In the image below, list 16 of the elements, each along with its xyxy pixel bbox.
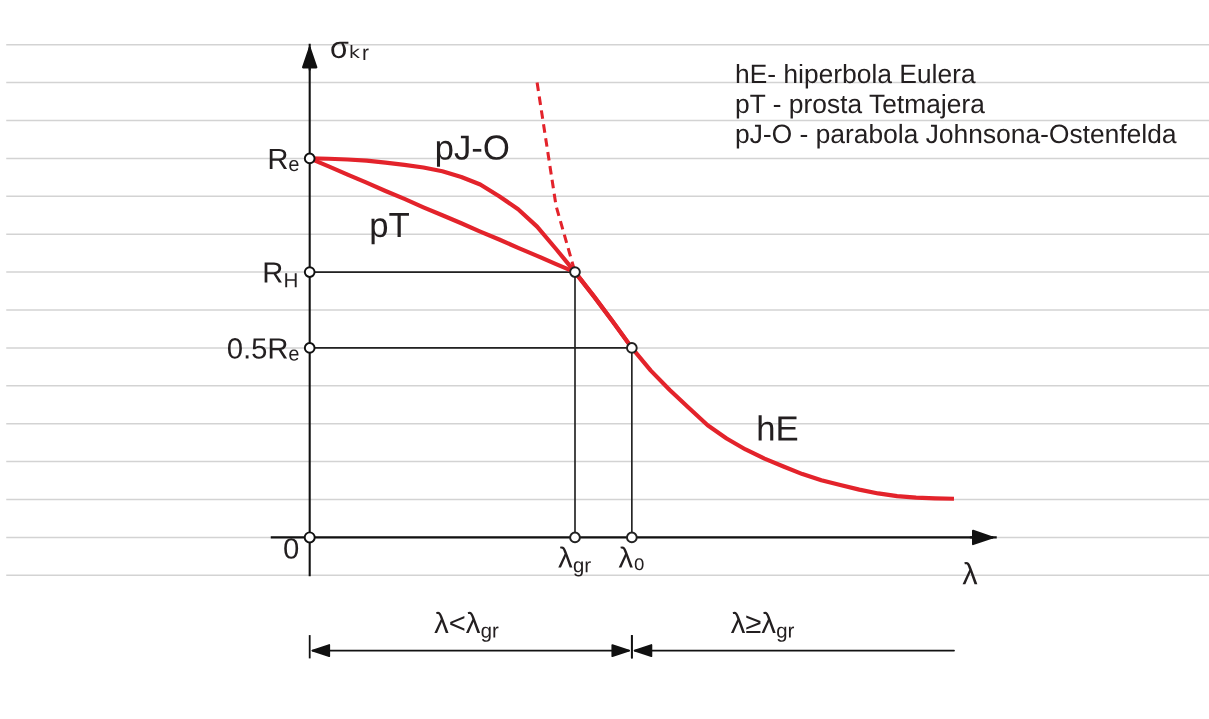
x-axis-title: λ <box>962 562 978 585</box>
x-tick-label: λ₀ <box>618 546 644 571</box>
y-tick-label: R$_{H}$ <box>264 262 297 288</box>
series-label: pJ-O <box>436 135 509 167</box>
text: λ<λ$_{gr}$ <box>434 611 499 642</box>
annotation: pT - prosta Tetmajera <box>736 93 985 119</box>
y-axis-title: σₖᵣ <box>331 41 369 61</box>
text: λ≥λ$_{gr}$ <box>730 611 795 642</box>
annotation: pJ-O - parabola Johnsona-Ostenfelda <box>736 123 1177 149</box>
y-tick-label: 0 <box>284 538 299 559</box>
y-tick-label: Rₑ <box>269 148 299 172</box>
series-label: hE <box>758 415 798 441</box>
x-tick-label: λ$_{gr}$ <box>558 546 591 577</box>
series-label: pT <box>371 213 409 245</box>
y-tick-label: 0.5Rₑ <box>227 338 299 361</box>
annotation: hE- hiperbola Eulera <box>736 63 976 89</box>
